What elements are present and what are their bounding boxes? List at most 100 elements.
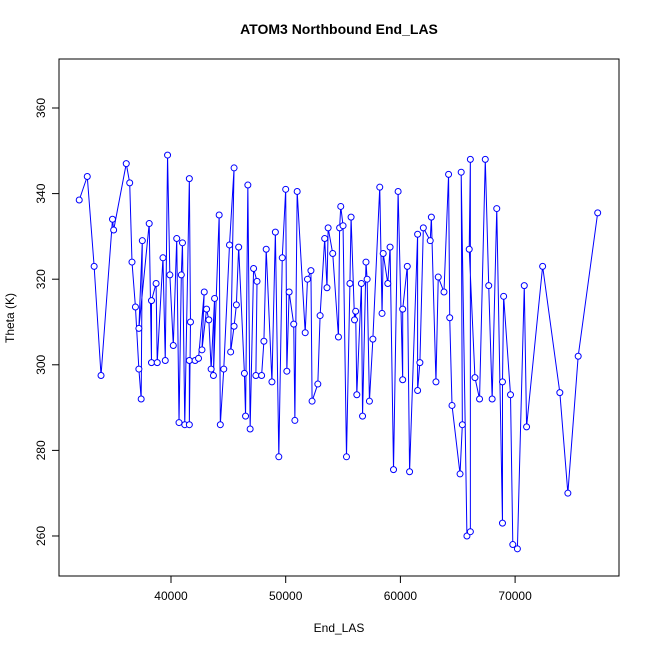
data-point: [253, 277, 261, 285]
data-point: [564, 489, 572, 497]
data-point: [291, 416, 299, 424]
data-point: [507, 391, 515, 399]
data-point: [481, 155, 489, 163]
data-point: [376, 183, 384, 191]
y-tick-label: 280: [34, 440, 48, 460]
x-tick-label: 50000: [269, 589, 303, 603]
data-point: [324, 224, 332, 232]
data-point: [342, 453, 350, 461]
x-axis-label: End_LAS: [314, 621, 365, 635]
data-point: [137, 395, 145, 403]
data-point: [246, 425, 254, 433]
data-point: [135, 324, 143, 332]
data-point: [225, 241, 233, 249]
data-point: [466, 155, 474, 163]
data-point: [329, 250, 337, 258]
x-tick-label: 70000: [498, 589, 532, 603]
data-point: [509, 541, 517, 549]
data-point: [147, 297, 155, 305]
data-point: [363, 275, 371, 283]
data-point: [252, 371, 260, 379]
data-point: [379, 250, 387, 258]
data-point: [235, 243, 243, 251]
data-point: [278, 254, 286, 262]
data-point: [153, 359, 161, 367]
data-point: [131, 303, 139, 311]
data-point: [432, 378, 440, 386]
data-point: [471, 374, 479, 382]
data-point: [244, 181, 252, 189]
data-point: [161, 357, 169, 365]
y-tick-label: 260: [34, 526, 48, 546]
data-point: [399, 376, 407, 384]
data-point: [185, 175, 193, 183]
data-point: [523, 423, 531, 431]
data-point: [258, 371, 266, 379]
data-point: [135, 365, 143, 373]
data-point: [323, 284, 331, 292]
data-point: [285, 288, 293, 296]
data-point: [403, 262, 411, 270]
data-point: [230, 322, 238, 330]
data-point: [203, 305, 211, 313]
plot-box: [58, 58, 620, 577]
data-point: [216, 421, 224, 429]
data-point: [448, 401, 456, 409]
data-point: [152, 279, 160, 287]
data-point: [185, 357, 193, 365]
data-point: [498, 519, 506, 527]
y-tick-label: 300: [34, 354, 48, 374]
data-point: [290, 320, 298, 328]
data-point: [500, 292, 508, 300]
data-point: [357, 279, 365, 287]
data-point: [446, 314, 454, 322]
data-point: [230, 164, 238, 172]
data-point: [128, 258, 136, 266]
data-point: [90, 262, 98, 270]
chart-title: ATOM3 Northbound End_LAS: [240, 21, 438, 37]
data-point: [353, 391, 361, 399]
data-point: [594, 209, 602, 217]
data-point: [126, 179, 134, 187]
data-point: [316, 312, 324, 320]
data-point: [359, 412, 367, 420]
data-point: [250, 264, 258, 272]
data-point: [498, 378, 506, 386]
data-point: [283, 367, 291, 375]
data-point: [574, 352, 582, 360]
data-point: [314, 380, 322, 388]
y-tick-label: 360: [34, 98, 48, 118]
data-point: [419, 224, 427, 232]
data-point: [416, 359, 424, 367]
data-point: [97, 371, 105, 379]
data-point: [205, 316, 213, 324]
data-point: [185, 421, 193, 429]
data-point: [211, 294, 219, 302]
data-point: [465, 245, 473, 253]
data-point: [427, 213, 435, 221]
data-point: [262, 245, 270, 253]
data-point: [308, 397, 316, 405]
data-point: [303, 275, 311, 283]
data-point: [406, 468, 414, 476]
y-tick-label: 340: [34, 183, 48, 203]
data-point: [440, 288, 448, 296]
data-point: [268, 378, 276, 386]
data-point: [346, 279, 354, 287]
data-point: [488, 395, 496, 403]
data-point: [173, 235, 181, 243]
data-point: [307, 267, 315, 275]
data-point: [321, 235, 329, 243]
data-point: [220, 365, 228, 373]
data-point: [390, 466, 398, 474]
data-point: [175, 419, 183, 427]
data-point: [242, 412, 250, 420]
data-point: [513, 545, 521, 553]
data-point: [520, 282, 528, 290]
data-point: [215, 211, 223, 219]
data-line: [78, 155, 599, 550]
data-point: [301, 329, 309, 337]
data-point: [207, 365, 215, 373]
x-tick-label: 40000: [154, 589, 188, 603]
